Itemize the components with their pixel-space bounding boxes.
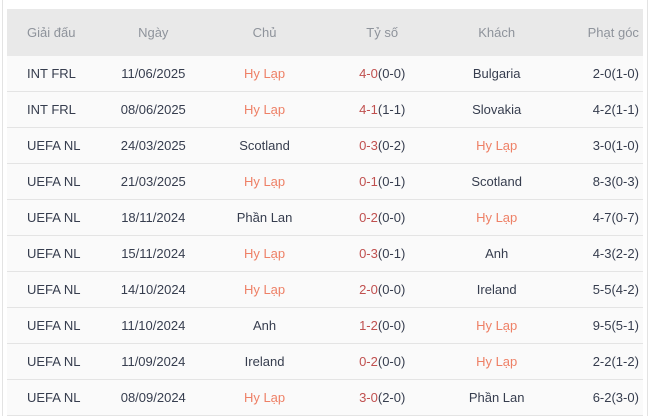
corners-cell: 9-5(5-1) bbox=[592, 318, 639, 333]
home-team-cell: Hy Lạp bbox=[243, 174, 286, 189]
table-row: UEFA NL 11/10/2024 Anh 1-2(0-0) Hy Lạp 9… bbox=[7, 308, 643, 344]
away-team-cell: Ireland bbox=[476, 282, 517, 297]
score-cell: 4-0(0-0) bbox=[325, 66, 439, 81]
half-time-score: (0-0) bbox=[377, 210, 406, 225]
away-team-cell: Bulgaria bbox=[472, 66, 521, 81]
tournament-cell: INT FRL bbox=[27, 66, 76, 81]
away-team-cell: Hy Lạp bbox=[476, 138, 518, 153]
full-time-score: 4-1 bbox=[359, 102, 378, 117]
tournament-cell: INT FRL bbox=[27, 102, 76, 117]
home-team-cell: Ireland bbox=[244, 354, 285, 369]
score-cell: 2-0(0-0) bbox=[325, 282, 439, 297]
table-row: UEFA NL 08/09/2024 Hy Lạp 3-0(2-0) Phần … bbox=[7, 380, 643, 416]
full-time-score: 4-0 bbox=[359, 66, 378, 81]
table-row: UEFA NL 21/03/2025 Hy Lạp 0-1(0-1) Scotl… bbox=[7, 164, 643, 200]
full-time-score: 3-0 bbox=[359, 390, 378, 405]
tournament-cell: UEFA NL bbox=[27, 282, 81, 297]
table-row: INT FRL 11/06/2025 Hy Lạp 4-0(0-0) Bulga… bbox=[7, 56, 643, 92]
table-row: UEFA NL 24/03/2025 Scotland 0-3(0-2) Hy … bbox=[7, 128, 643, 164]
away-team-cell: Anh bbox=[485, 246, 509, 261]
score-cell: 0-2(0-0) bbox=[325, 210, 439, 225]
away-team-cell: Hy Lạp bbox=[476, 318, 518, 333]
away-team-cell: Scotland bbox=[471, 174, 522, 189]
away-team-cell: Slovakia bbox=[472, 102, 522, 117]
half-time-score: (0-0) bbox=[377, 282, 406, 297]
away-team-cell: Phần Lan bbox=[468, 390, 525, 405]
away-team-cell: Hy Lạp bbox=[476, 210, 518, 225]
full-time-score: 0-1 bbox=[359, 174, 378, 189]
home-team-cell: Hy Lạp bbox=[243, 102, 286, 117]
half-time-score: (0-2) bbox=[377, 138, 406, 153]
table-body: INT FRL 11/06/2025 Hy Lạp 4-0(0-0) Bulga… bbox=[7, 56, 643, 416]
full-time-score: 0-3 bbox=[359, 246, 378, 261]
tournament-cell: UEFA NL bbox=[27, 210, 81, 225]
score-cell: 0-3(0-1) bbox=[325, 246, 439, 261]
table-header-row: Giải đấu Ngày Chủ Tỷ số Khách Phạt góc bbox=[7, 9, 643, 56]
score-cell: 1-2(0-0) bbox=[325, 318, 439, 333]
date-cell: 18/11/2024 bbox=[121, 210, 186, 225]
date-cell: 08/09/2024 bbox=[120, 390, 186, 405]
tournament-cell: UEFA NL bbox=[27, 390, 81, 405]
full-time-score: 0-2 bbox=[359, 354, 378, 369]
column-header-date: Ngày bbox=[138, 25, 169, 40]
corners-cell: 8-3(0-3) bbox=[592, 174, 639, 189]
half-time-score: (0-0) bbox=[377, 354, 406, 369]
corners-cell: 5-5(4-2) bbox=[592, 282, 639, 297]
score-cell: 4-1(1-1) bbox=[325, 102, 439, 117]
date-cell: 11/06/2025 bbox=[121, 66, 186, 81]
score-cell: 0-2(0-0) bbox=[325, 354, 439, 369]
full-time-score: 0-2 bbox=[359, 210, 378, 225]
date-cell: 21/03/2025 bbox=[120, 174, 186, 189]
tournament-cell: UEFA NL bbox=[27, 246, 81, 261]
tournament-cell: UEFA NL bbox=[27, 318, 81, 333]
half-time-score: (1-1) bbox=[377, 102, 406, 117]
full-time-score: 1-2 bbox=[359, 318, 378, 333]
score-cell: 0-1(0-1) bbox=[325, 174, 439, 189]
column-header-score: Tỷ số bbox=[366, 25, 399, 40]
table-row: UEFA NL 15/11/2024 Hy Lạp 0-3(0-1) Anh 4… bbox=[7, 236, 643, 272]
date-cell: 11/10/2024 bbox=[121, 318, 186, 333]
date-cell: 11/09/2024 bbox=[121, 354, 186, 369]
date-cell: 24/03/2025 bbox=[120, 138, 186, 153]
table-row: UEFA NL 14/10/2024 Hy Lạp 2-0(0-0) Irela… bbox=[7, 272, 643, 308]
home-team-cell: Hy Lạp bbox=[243, 246, 286, 261]
tournament-cell: UEFA NL bbox=[27, 354, 81, 369]
half-time-score: (2-0) bbox=[377, 390, 406, 405]
home-team-cell: Hy Lạp bbox=[243, 282, 286, 297]
half-time-score: (0-1) bbox=[377, 246, 406, 261]
corners-cell: 4-2(1-1) bbox=[592, 102, 639, 117]
tournament-cell: UEFA NL bbox=[27, 174, 81, 189]
column-header-corners: Phạt góc bbox=[587, 25, 639, 40]
home-team-cell: Scotland bbox=[239, 138, 290, 153]
corners-cell: 2-2(1-2) bbox=[592, 354, 639, 369]
score-cell: 3-0(2-0) bbox=[325, 390, 439, 405]
column-header-home: Chủ bbox=[252, 25, 277, 40]
score-cell: 0-3(0-2) bbox=[325, 138, 439, 153]
full-time-score: 2-0 bbox=[359, 282, 378, 297]
half-time-score: (0-1) bbox=[377, 174, 406, 189]
home-team-cell: Phần Lan bbox=[236, 210, 293, 225]
full-time-score: 0-3 bbox=[359, 138, 378, 153]
date-cell: 15/11/2024 bbox=[121, 246, 186, 261]
half-time-score: (0-0) bbox=[377, 66, 406, 81]
tournament-cell: UEFA NL bbox=[27, 138, 81, 153]
table-row: INT FRL 08/06/2025 Hy Lạp 4-1(1-1) Slova… bbox=[7, 92, 643, 128]
table-row: UEFA NL 11/09/2024 Ireland 0-2(0-0) Hy L… bbox=[7, 344, 643, 380]
table-row: UEFA NL 18/11/2024 Phần Lan 0-2(0-0) Hy … bbox=[7, 200, 643, 236]
column-header-away: Khách bbox=[478, 25, 516, 40]
half-time-score: (0-0) bbox=[377, 318, 406, 333]
corners-cell: 3-0(1-0) bbox=[592, 138, 639, 153]
away-team-cell: Hy Lạp bbox=[476, 354, 518, 369]
date-cell: 14/10/2024 bbox=[120, 282, 186, 297]
column-header-tournament: Giải đấu bbox=[27, 25, 76, 40]
corners-cell: 4-7(0-7) bbox=[592, 210, 639, 225]
corners-cell: 4-3(2-2) bbox=[592, 246, 639, 261]
date-cell: 08/06/2025 bbox=[120, 102, 186, 117]
corners-cell: 6-2(3-0) bbox=[592, 390, 639, 405]
home-team-cell: Hy Lạp bbox=[243, 66, 286, 81]
corners-cell: 2-0(1-0) bbox=[592, 66, 639, 81]
home-team-cell: Anh bbox=[252, 318, 277, 333]
home-team-cell: Hy Lạp bbox=[243, 390, 286, 405]
